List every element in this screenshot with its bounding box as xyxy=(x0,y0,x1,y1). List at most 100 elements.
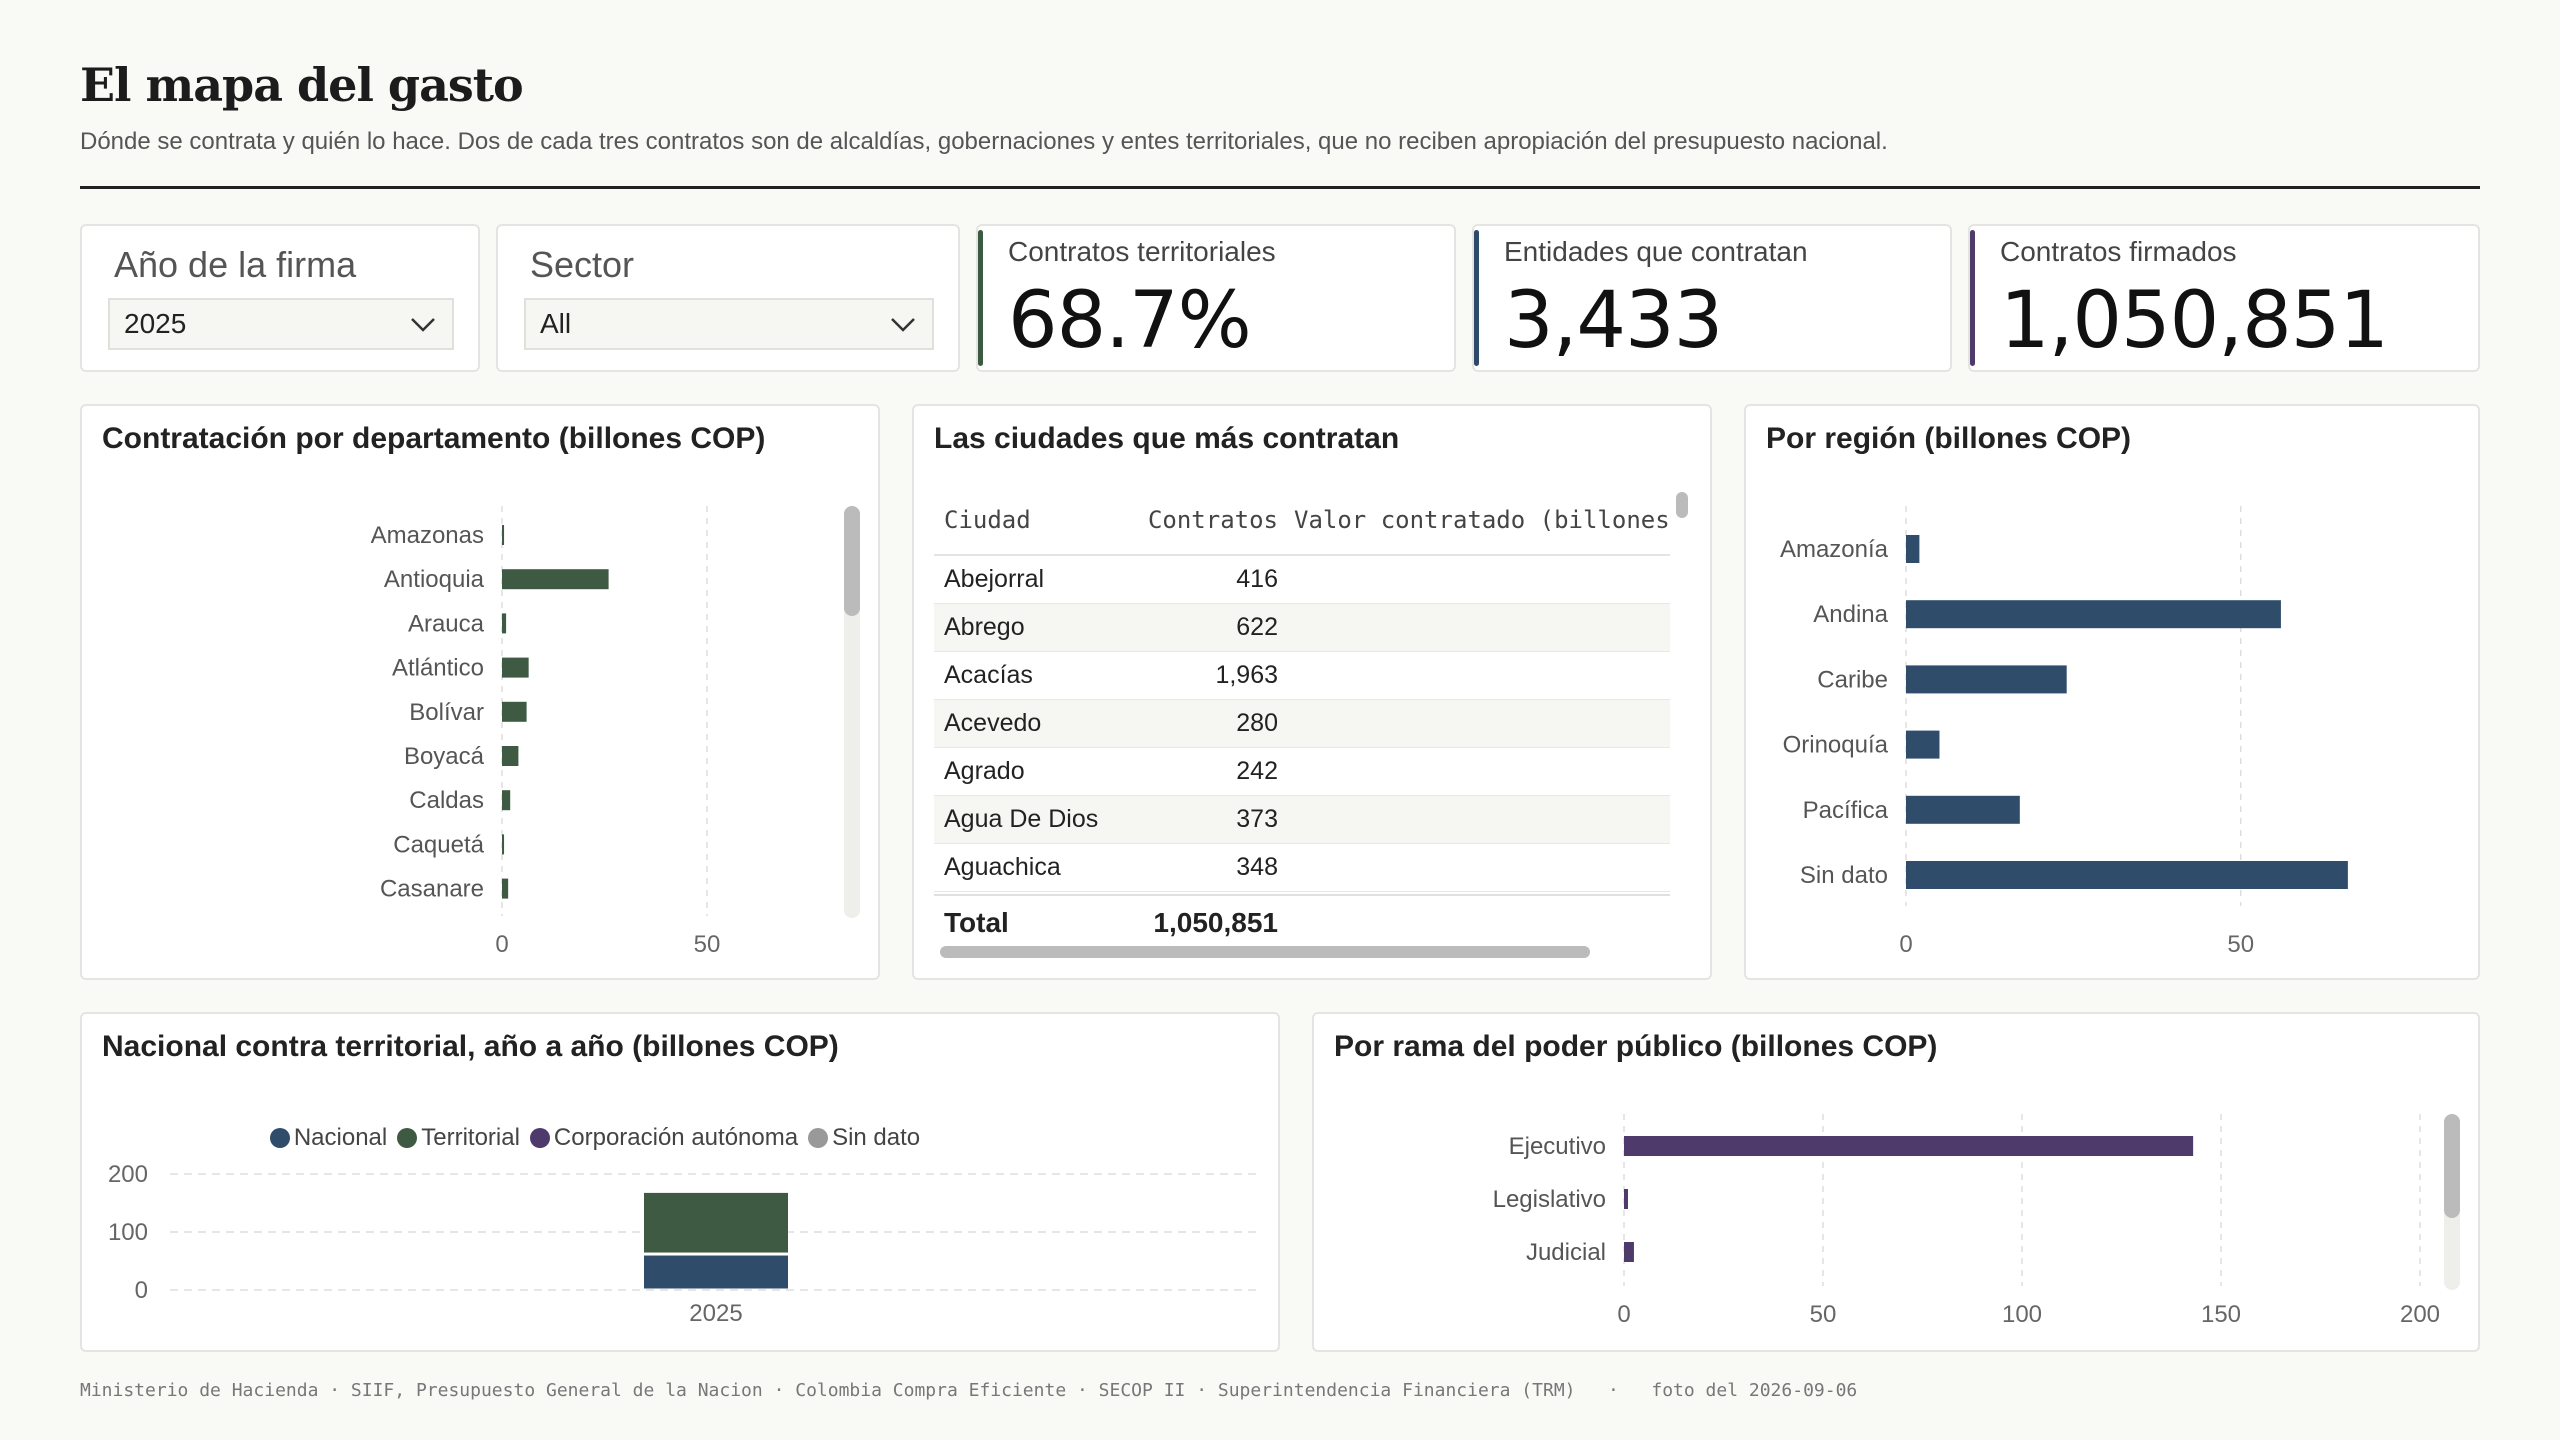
table-title: Las ciudades que más contratan xyxy=(934,422,1400,455)
category-label: Casanare xyxy=(380,876,484,903)
vertical-scrollbar-thumb[interactable] xyxy=(1676,492,1688,518)
scrollbar[interactable] xyxy=(2444,1114,2460,1290)
table-row[interactable]: Agrado 242 xyxy=(934,748,1670,796)
rama-bar-chart: 0 50 100 150 200 Ejecutivo Legislativo Judicial xyxy=(1493,1114,2440,1328)
page-title: El mapa del gasto xyxy=(80,58,524,112)
departamento-chart-card: Contratación por departamento (billones … xyxy=(80,404,880,980)
bar xyxy=(502,746,519,766)
category-label: Judicial xyxy=(1526,1239,1606,1266)
legend-swatch xyxy=(397,1128,418,1148)
year-dropdown[interactable]: 2025 xyxy=(108,298,454,350)
bar xyxy=(502,613,507,634)
legend-item-nacional[interactable]: Nacional xyxy=(269,1124,388,1152)
kpi-accent-bar xyxy=(978,230,983,366)
kpi-value: 68.7% xyxy=(1008,276,1252,366)
kpi-accent-bar xyxy=(1474,230,1479,366)
region-bar-chart: 0 50 Amazonía Andina Caribe Orinoquía Pacífica… xyxy=(1780,506,2348,958)
sector-dropdown[interactable]: All xyxy=(524,298,934,350)
kpi-label: Entidades que contratan xyxy=(1504,236,1808,267)
bar xyxy=(502,525,505,545)
scrollbar[interactable] xyxy=(844,506,860,918)
category-label: Caribe xyxy=(1817,666,1888,693)
category-label: Boyacá xyxy=(404,743,485,770)
nacional-territorial-chart-card: Nacional contra territorial, año a año (… xyxy=(80,1012,1280,1352)
legend-item-sin-dato[interactable]: Sin dato xyxy=(808,1124,920,1152)
category-label: Atlántico xyxy=(392,655,484,682)
cell-contratos: 622 xyxy=(1236,613,1278,641)
bar xyxy=(502,834,505,855)
year-dropdown-value: 2025 xyxy=(124,308,187,339)
legend-label: Nacional xyxy=(293,1124,388,1151)
horizontal-scrollbar-thumb[interactable] xyxy=(940,946,1590,958)
bar xyxy=(1624,1242,1634,1262)
category-label: Bolívar xyxy=(409,699,484,726)
kpi-label: Contratos firmados xyxy=(2000,236,2237,267)
kpi-value: 3,433 xyxy=(1504,276,1723,366)
cell-contratos: 1,963 xyxy=(1215,661,1278,689)
ciudades-table: Ciudad Contratos Valor contratado (billo… xyxy=(934,486,1670,950)
cell-contratos: 280 xyxy=(1236,709,1278,737)
category-label: Caldas xyxy=(409,787,484,814)
table-row[interactable]: Acacías 1,963 xyxy=(934,652,1670,700)
bar xyxy=(1906,665,2067,694)
legend-label: Sin dato xyxy=(832,1124,921,1151)
column-header-ciudad[interactable]: Ciudad xyxy=(944,506,1031,534)
category-label: Amazonas xyxy=(371,522,484,549)
column-header-valor[interactable]: Valor contratado (billones xyxy=(1294,506,1670,534)
bar-segment xyxy=(644,1255,788,1289)
chevron-down-icon xyxy=(411,318,435,332)
chevron-down-icon xyxy=(891,318,915,332)
cell-ciudad: Abrego xyxy=(944,613,1025,641)
table-row[interactable]: Aguachica 348 xyxy=(934,844,1670,892)
category-label: Andina xyxy=(1813,601,1888,628)
legend-label: Corporación autónoma xyxy=(553,1124,799,1151)
bar xyxy=(1906,795,2020,824)
table-row[interactable]: Abejorral 416 xyxy=(934,556,1670,604)
column-header-contratos[interactable]: Contratos xyxy=(1147,506,1278,534)
rama-chart-card: Por rama del poder público (billones COP… xyxy=(1312,1012,2480,1352)
kpi-card-entidades: Entidades que contratan 3,433 xyxy=(1472,224,1952,372)
bar xyxy=(502,657,529,678)
x-tick-label: 50 xyxy=(1810,1301,1837,1328)
bar xyxy=(502,878,509,899)
y-tick-label: 200 xyxy=(108,1161,148,1188)
x-tick-label: 0 xyxy=(1617,1301,1630,1328)
region-chart-card: Por región (billones COP) 0 50 Amazonía And… xyxy=(1744,404,2480,980)
bar xyxy=(502,790,511,811)
total-label: Total xyxy=(944,907,1009,938)
chart-legend: Nacional Territorial Corporación autónom… xyxy=(82,1124,1278,1152)
page-subtitle: Dónde se contrata y quién lo hace. Dos d… xyxy=(80,128,1888,155)
total-value: 1,050,851 xyxy=(1153,907,1278,938)
scrollbar-thumb[interactable] xyxy=(844,506,860,616)
cell-ciudad: Aguachica xyxy=(944,853,1061,881)
cell-ciudad: Acevedo xyxy=(944,709,1042,737)
bar xyxy=(1906,730,1940,759)
category-label: Antioquia xyxy=(384,566,485,593)
table-row[interactable]: Acevedo 280 xyxy=(934,700,1670,748)
kpi-label: Contratos territoriales xyxy=(1008,236,1276,267)
legend-swatch xyxy=(808,1128,829,1148)
table-header: Ciudad Contratos Valor contratado (billo… xyxy=(934,486,1670,556)
scrollbar-thumb[interactable] xyxy=(2444,1114,2460,1218)
bar xyxy=(1906,600,2281,629)
cell-contratos: 373 xyxy=(1236,805,1278,833)
year-filter-card: Año de la firma 2025 xyxy=(80,224,480,372)
category-label: Ejecutivo xyxy=(1509,1133,1606,1160)
x-tick-label: 0 xyxy=(495,931,508,958)
x-tick-label: 200 xyxy=(2400,1301,2440,1328)
category-label: Amazonía xyxy=(1780,536,1889,563)
table-row[interactable]: Agua De Dios 373 xyxy=(934,796,1670,844)
cell-contratos: 416 xyxy=(1236,565,1278,593)
bar xyxy=(502,701,527,722)
cell-ciudad: Agrado xyxy=(944,757,1025,785)
table-row[interactable]: Abrego 622 xyxy=(934,604,1670,652)
chart-title: Por región (billones COP) xyxy=(1766,422,2132,455)
bar xyxy=(1906,535,1920,563)
kpi-card-territoriales: Contratos territoriales 68.7% xyxy=(976,224,1456,372)
category-label: Arauca xyxy=(408,610,485,637)
category-label: Sin dato xyxy=(1800,862,1888,889)
ciudades-table-card: Las ciudades que más contratan Ciudad Co… xyxy=(912,404,1712,980)
legend-item-corporacion[interactable]: Corporación autónoma xyxy=(529,1124,799,1152)
legend-item-territorial[interactable]: Territorial xyxy=(397,1124,520,1152)
x-tick-label: 100 xyxy=(2002,1301,2042,1328)
